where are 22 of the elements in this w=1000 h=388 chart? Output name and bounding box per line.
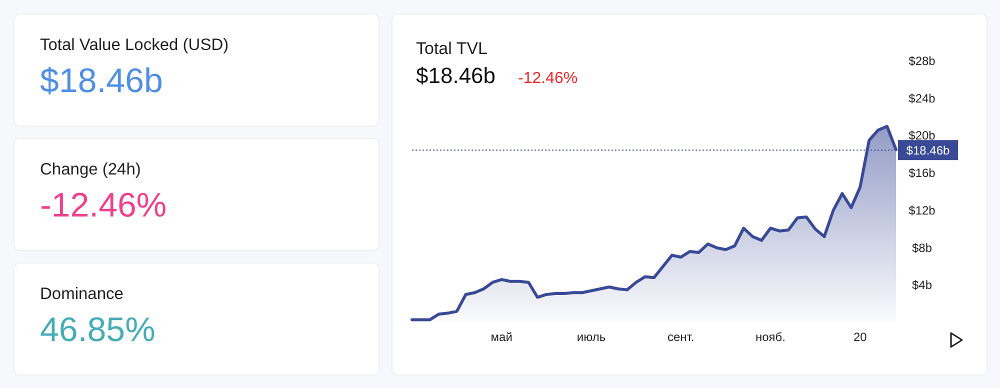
x-tick-label: 20	[853, 330, 868, 344]
chart-title: Total TVL	[416, 39, 488, 58]
text: Dominance	[40, 285, 124, 303]
text: Change (24h)	[40, 160, 141, 178]
y-tick-label: $28b	[908, 54, 936, 68]
y-tick-label: $4b	[912, 278, 932, 292]
x-tick-label: июль	[576, 330, 606, 344]
text: $18.46b	[40, 62, 163, 100]
chart-subtitle: $18.46b	[416, 63, 496, 88]
x-tick-label: нояб.	[756, 330, 786, 344]
y-tick-label: $12b	[908, 203, 936, 218]
text: Total Value Locked (USD)	[40, 36, 229, 54]
x-tick-label: май	[490, 330, 512, 344]
y-tick-label: $8b	[912, 240, 932, 255]
annotation: -12.46%	[518, 70, 578, 87]
y-tick-label: $16b	[908, 166, 936, 180]
y-tick-label: $24b	[908, 91, 936, 106]
text: 46.85%	[40, 311, 156, 349]
text: -12.46%	[40, 186, 167, 224]
x-tick-label: сент.	[667, 330, 694, 344]
y-tick-label: $20b	[908, 128, 936, 143]
ref-line-label: $18.46b	[906, 144, 950, 158]
